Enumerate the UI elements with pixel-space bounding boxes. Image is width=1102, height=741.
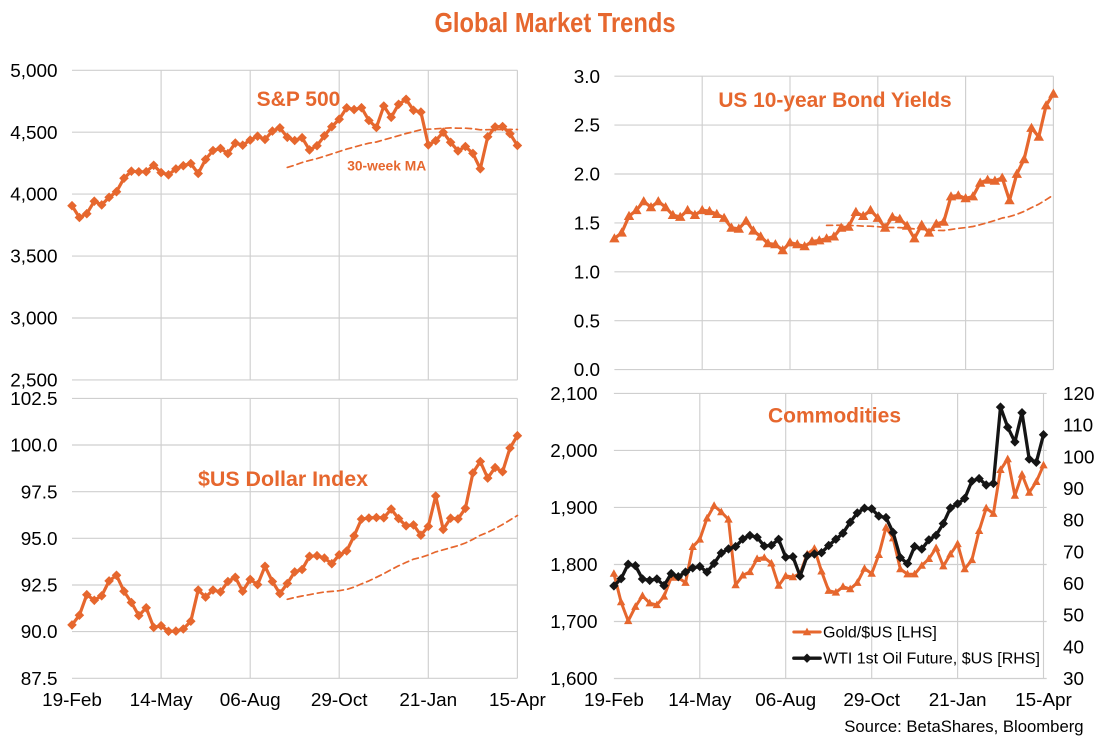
svg-text:2.0: 2.0	[574, 165, 600, 186]
svg-text:97.5: 97.5	[21, 482, 58, 503]
svg-text:100: 100	[1063, 447, 1095, 468]
svg-text:80: 80	[1063, 511, 1084, 532]
svg-text:30-week MA: 30-week MA	[347, 158, 426, 174]
svg-text:92.5: 92.5	[21, 576, 58, 597]
svg-text:4,500: 4,500	[10, 123, 57, 144]
svg-text:29-Oct: 29-Oct	[843, 690, 900, 711]
svg-text:60: 60	[1063, 574, 1084, 595]
svg-text:100.0: 100.0	[10, 436, 57, 457]
svg-text:06-Aug: 06-Aug	[220, 690, 281, 711]
svg-text:40: 40	[1063, 637, 1084, 658]
svg-text:3,000: 3,000	[10, 309, 57, 330]
svg-text:4,000: 4,000	[10, 185, 57, 206]
svg-text:50: 50	[1063, 606, 1084, 627]
svg-text:Source: BetaShares, Bloomberg: Source: BetaShares, Bloomberg	[844, 717, 1083, 736]
svg-text:15-Apr: 15-Apr	[1015, 690, 1072, 711]
svg-text:5,000: 5,000	[10, 61, 57, 82]
svg-text:1,600: 1,600	[550, 669, 597, 690]
svg-text:70: 70	[1063, 542, 1084, 563]
svg-text:90: 90	[1063, 479, 1084, 500]
svg-text:Commodities: Commodities	[768, 405, 901, 428]
svg-text:87.5: 87.5	[21, 669, 58, 690]
svg-text:19-Feb: 19-Feb	[584, 690, 644, 711]
svg-text:21-Jan: 21-Jan	[399, 690, 457, 711]
svg-text:1.0: 1.0	[574, 262, 600, 283]
svg-text:3.0: 3.0	[574, 67, 600, 88]
svg-text:WTI 1st Oil Future, $US [RHS]: WTI 1st Oil Future, $US [RHS]	[823, 651, 1040, 668]
svg-text:14-May: 14-May	[130, 690, 194, 711]
svg-text:$US Dollar Index: $US Dollar Index	[198, 467, 368, 491]
svg-text:US 10-year Bond Yields: US 10-year Bond Yields	[718, 89, 951, 112]
svg-text:0.5: 0.5	[574, 311, 600, 332]
svg-text:102.5: 102.5	[10, 389, 57, 410]
svg-text:Global Market Trends: Global Market Trends	[435, 7, 676, 38]
svg-text:06-Aug: 06-Aug	[755, 690, 816, 711]
svg-text:1,700: 1,700	[550, 612, 597, 633]
svg-text:21-Jan: 21-Jan	[929, 690, 987, 711]
svg-text:Gold/$US [LHS]: Gold/$US [LHS]	[823, 625, 937, 642]
svg-text:1.5: 1.5	[574, 214, 600, 235]
svg-text:2,500: 2,500	[10, 371, 57, 392]
svg-text:110: 110	[1063, 416, 1093, 437]
svg-text:14-May: 14-May	[668, 690, 732, 711]
svg-text:19-Feb: 19-Feb	[42, 690, 102, 711]
svg-text:30: 30	[1063, 669, 1084, 690]
svg-text:0.0: 0.0	[574, 360, 600, 381]
svg-text:2,000: 2,000	[550, 441, 597, 462]
svg-text:95.0: 95.0	[21, 529, 58, 550]
svg-text:15-Apr: 15-Apr	[489, 690, 546, 711]
svg-text:S&P 500: S&P 500	[257, 88, 341, 111]
svg-text:2.5: 2.5	[574, 116, 600, 137]
svg-text:90.0: 90.0	[21, 622, 58, 643]
svg-text:1,900: 1,900	[550, 498, 597, 519]
svg-text:29-Oct: 29-Oct	[311, 690, 368, 711]
svg-text:1,800: 1,800	[550, 555, 597, 576]
svg-text:2,100: 2,100	[550, 384, 597, 405]
svg-text:120: 120	[1063, 384, 1095, 405]
svg-text:3,500: 3,500	[10, 247, 57, 268]
